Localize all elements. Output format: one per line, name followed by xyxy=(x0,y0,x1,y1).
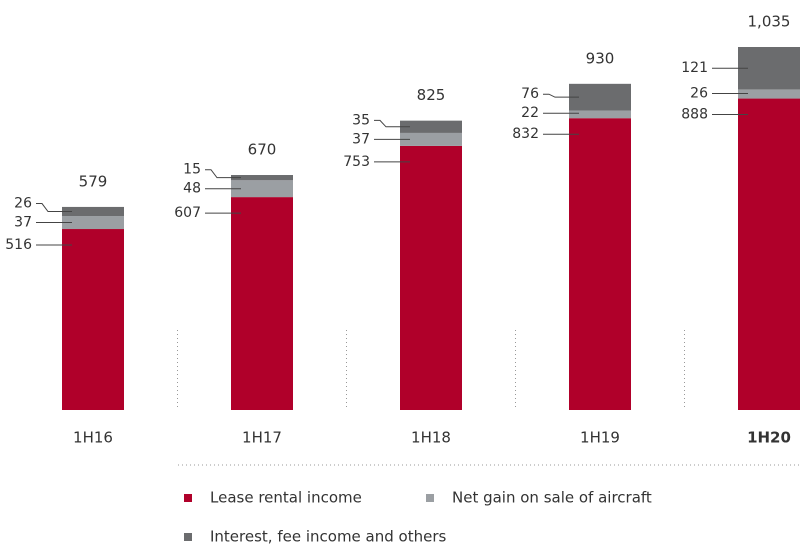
bar-segment xyxy=(62,206,124,217)
segment-label: 37 xyxy=(14,215,32,231)
segment-label: 607 xyxy=(174,205,201,221)
total-label: 1,035 xyxy=(748,13,791,31)
segment-label: 37 xyxy=(352,131,370,147)
segment-label: 516 xyxy=(5,237,32,253)
legend-label: Lease rental income xyxy=(210,489,362,507)
segment-label: 76 xyxy=(521,86,539,102)
legend-swatch xyxy=(184,533,192,541)
segment-label: 121 xyxy=(681,60,708,76)
total-label: 825 xyxy=(417,86,446,104)
segment-label: 15 xyxy=(183,162,201,178)
legend-swatch xyxy=(426,494,434,502)
leader-line xyxy=(36,203,72,212)
bar-segment xyxy=(62,229,124,410)
bar-segment xyxy=(62,216,124,230)
legend-label: Interest, fee income and others xyxy=(210,528,447,545)
bar-segment xyxy=(231,180,293,198)
total-label: 670 xyxy=(248,141,277,159)
bar-segment xyxy=(569,118,631,411)
leader-line xyxy=(543,93,579,98)
bar-segment xyxy=(738,89,800,99)
bar-segment xyxy=(231,175,293,181)
segment-label: 35 xyxy=(352,112,370,128)
legend-swatch xyxy=(184,494,192,502)
segment-label: 26 xyxy=(690,86,708,102)
total-label: 579 xyxy=(79,172,108,190)
bar-segment xyxy=(738,47,800,90)
segment-label: 832 xyxy=(512,126,539,142)
segment-label: 26 xyxy=(14,196,32,212)
x-tick-label: 1H16 xyxy=(73,429,113,447)
leader-line xyxy=(374,119,410,128)
bar-segment xyxy=(569,110,631,119)
legend-label: Net gain on sale of aircraft xyxy=(452,489,652,507)
segment-label: 48 xyxy=(183,181,201,197)
bar-segment xyxy=(400,120,462,133)
bar-segment xyxy=(738,98,800,410)
leader-line xyxy=(205,169,241,179)
bar-segment xyxy=(231,197,293,410)
x-tick-label: 1H19 xyxy=(580,429,620,447)
segment-label: 22 xyxy=(521,105,539,121)
x-tick-label: 1H18 xyxy=(411,429,451,447)
bar-segment xyxy=(569,83,631,111)
x-tick-label: 1H17 xyxy=(242,429,282,447)
bar-segment xyxy=(400,145,462,410)
bar-segment xyxy=(400,132,462,146)
total-label: 930 xyxy=(586,49,615,67)
x-tick-label: 1H20 xyxy=(747,429,791,447)
segment-label: 888 xyxy=(681,107,708,123)
segment-label: 753 xyxy=(343,154,370,170)
